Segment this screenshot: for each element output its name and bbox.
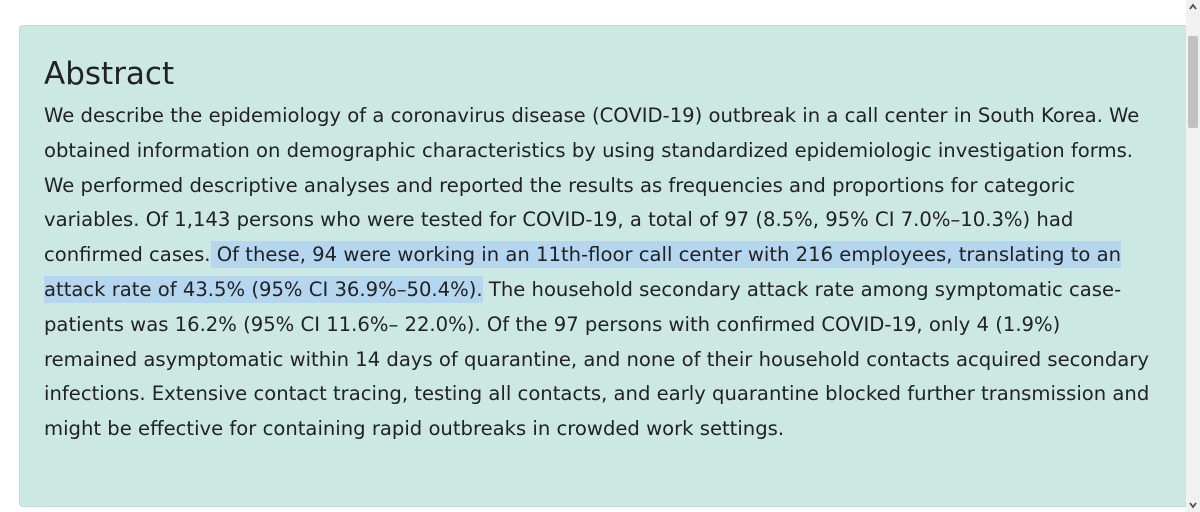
- abstract-panel: Abstract We describe the epidemiology of…: [19, 25, 1189, 507]
- scroll-up-arrow[interactable]: [1186, 0, 1200, 14]
- scroll-down-arrow[interactable]: [1186, 498, 1200, 512]
- abstract-text-after-highlight: The household secondary attack rate amon…: [44, 277, 1150, 441]
- abstract-text-before-highlight: We describe the epidemiology of a corona…: [44, 104, 1140, 267]
- chevron-up-icon: [1189, 3, 1197, 10]
- vertical-scrollbar[interactable]: [1186, 0, 1200, 512]
- scrollbar-thumb[interactable]: [1188, 36, 1198, 128]
- abstract-heading: Abstract: [44, 56, 175, 92]
- chevron-down-icon: [1189, 502, 1197, 509]
- abstract-text[interactable]: We describe the epidemiology of a corona…: [44, 99, 1152, 447]
